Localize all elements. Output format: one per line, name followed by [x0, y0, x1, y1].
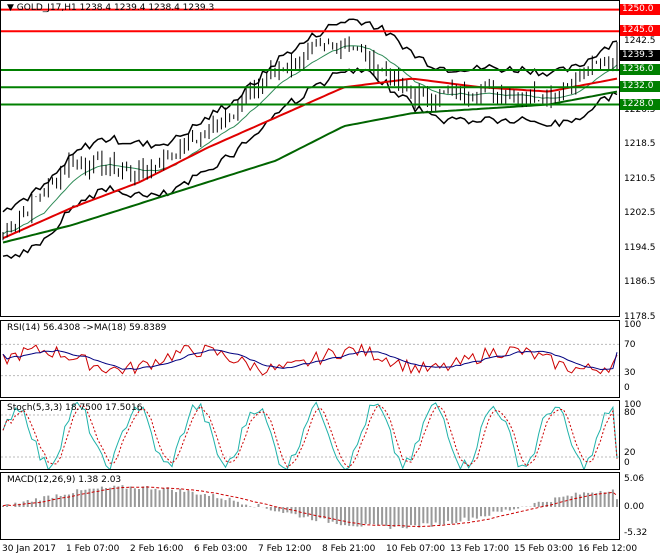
middle-band-line: [2, 45, 618, 235]
level-price-tag: 1228.0: [620, 98, 660, 110]
price-chart[interactable]: ▼ GOLD_J17,H1 1238.4 1239.4 1238.4 1239.…: [0, 0, 620, 317]
rsi-axis: 100 70 30 0: [620, 320, 660, 398]
stochastic-title: Stoch(5,3,3) 18.7500 17.5016: [7, 403, 143, 413]
time-label: 16 Feb 12:00: [578, 544, 638, 554]
rsi-title: RSI(14) 56.4308 ->MA(18) 59.8389: [7, 323, 167, 333]
macd-panel[interactable]: MACD(12,26,9) 1.38 2.03: [0, 472, 620, 540]
rsi-tick: 30: [624, 368, 636, 378]
time-label: 30 Jan 2017: [2, 544, 56, 554]
macd-axis: 5.06 0.00 -5.32: [620, 472, 660, 540]
stoch-tick: 100: [624, 400, 642, 410]
level-price-tag: 1232.0: [620, 81, 660, 93]
ma-green-line: [2, 90, 618, 244]
macd-title: MACD(12,26,9) 1.38 2.03: [7, 475, 122, 485]
stoch-main-line: [2, 401, 618, 469]
rsi-panel[interactable]: RSI(14) 56.4308 ->MA(18) 59.8389: [0, 320, 620, 398]
time-label: 15 Feb 03:00: [514, 544, 574, 554]
price-tick: 1202.5: [624, 208, 656, 219]
price-tick: 1210.5: [624, 173, 656, 184]
macd-tick: 5.06: [624, 474, 645, 484]
price-tick: 1194.5: [624, 242, 656, 253]
ma-red-line: [2, 77, 618, 240]
time-label: 7 Feb 12:00: [258, 544, 312, 554]
macd-signal-line: [2, 486, 618, 528]
level-price-tag: 1245.0: [620, 25, 660, 37]
price-tick: 1218.5: [624, 139, 656, 150]
time-label: 1 Feb 07:00: [66, 544, 120, 554]
time-label: 8 Feb 21:00: [322, 544, 376, 554]
lower-band-line: [2, 67, 618, 260]
level-price-tag: 1236.0: [620, 64, 660, 75]
time-axis: 30 Jan 2017 1 Feb 07:00 2 Feb 16:00 6 Feb 0…: [0, 540, 637, 560]
price-tick: 1186.5: [624, 277, 656, 288]
rsi-ma-line: [2, 349, 618, 371]
time-label: 10 Feb 07:00: [386, 544, 446, 554]
price-chart-canvas: [1, 8, 619, 260]
rsi-tick: 0: [624, 383, 630, 393]
stochastic-axis: 100 80 20 0: [620, 400, 660, 470]
stochastic-panel[interactable]: Stoch(5,3,3) 18.7500 17.5016: [0, 400, 620, 470]
stoch-tick: 0: [624, 458, 630, 468]
time-label: 6 Feb 03:00: [194, 544, 248, 554]
price-tick: 1226.5: [624, 104, 656, 115]
rsi-canvas: [1, 343, 619, 377]
stochastic-canvas: [1, 401, 619, 469]
time-label: 2 Feb 16:00: [130, 544, 184, 554]
stoch-tick: 80: [624, 408, 636, 418]
upper-band-line: [2, 18, 618, 213]
current-price-tag: 1239.3: [620, 49, 660, 61]
level-price-tag: 1250.0: [620, 3, 660, 15]
rsi-tick: 70: [624, 340, 636, 350]
macd-tick: -5.32: [624, 528, 648, 538]
price-chart-title: ▼ GOLD_J17,H1 1238.4 1239.4 1238.4 1239.…: [7, 3, 214, 13]
price-tick: 1178.5: [624, 312, 656, 322]
rsi-tick: 100: [624, 320, 642, 330]
price-axis: 1250.0 1245.01242.5 1239.3 1236.0 1232.0 1228…: [620, 0, 660, 322]
price-tick: 1242.5: [624, 35, 656, 46]
dropdown-triangle-icon[interactable]: ▼: [7, 3, 17, 13]
symbol-title: GOLD_J17,H1 1238.4 1239.4 1238.4 1239.3: [16, 3, 215, 13]
time-label: 13 Feb 17:00: [450, 544, 510, 554]
macd-canvas: [2, 485, 618, 529]
stoch-tick: 20: [624, 448, 636, 458]
macd-tick: 0.00: [624, 502, 645, 512]
